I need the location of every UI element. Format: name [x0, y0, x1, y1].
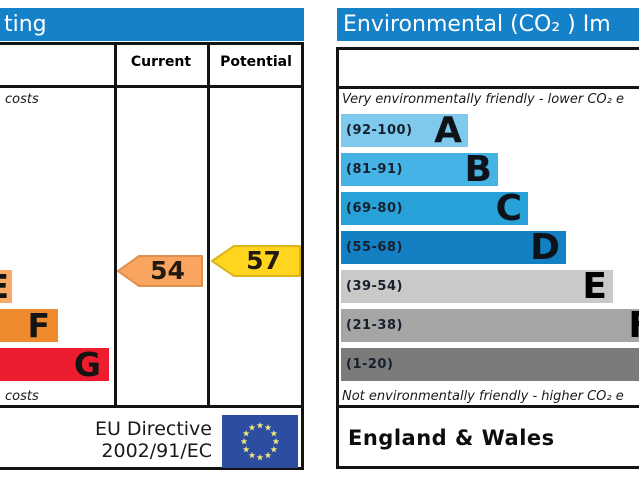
energy-table-frame [0, 42, 304, 470]
potential-rating-value: 57 [246, 246, 281, 275]
co2-band-b: (81-91) B [341, 149, 498, 190]
co2-band-a: (92-100) A [341, 110, 468, 151]
current-column-header: Current [130, 54, 192, 70]
band-letter: F [27, 306, 50, 345]
co2-band-d: (55-68) D [341, 227, 566, 268]
energy-bottom-caption: costs [5, 389, 39, 404]
left-arrow-icon [211, 245, 301, 277]
co2-panel-title: Environmental (CO₂ ) Im [343, 12, 611, 37]
band-range-label: (1-20) [346, 357, 394, 372]
band-range-label: (39-54) [346, 279, 403, 294]
eu-flag-icon [222, 415, 298, 468]
arrow-shape [211, 245, 301, 277]
co2-band-e: (39-54) E [341, 266, 613, 307]
co2-footer-row-divider [336, 405, 639, 408]
left-arrow-icon [117, 255, 203, 287]
current-rating-value: 54 [150, 256, 185, 285]
footer-row-divider [0, 405, 304, 408]
potential-rating-arrow: 57 [211, 244, 302, 278]
band-letter: D [530, 227, 560, 268]
arrow-shape [117, 255, 203, 287]
current-rating-arrow: 54 [117, 254, 204, 288]
eu-directive-line2: 2002/91/EC [101, 439, 212, 462]
co2-band-c: (69-80) C [341, 188, 528, 229]
energy-top-caption: costs [5, 92, 39, 107]
column-divider-2 [207, 45, 210, 405]
potential-column-header: Potential [220, 54, 292, 70]
band-letter: E [0, 270, 12, 303]
co2-bottom-caption: Not environmentally friendly - higher CO… [342, 389, 624, 404]
region-label: England & Wales [348, 426, 555, 450]
band-letter: E [582, 266, 607, 307]
header-row-divider [0, 85, 304, 88]
co2-panel-title-bar: Environmental (CO₂ ) Im [337, 8, 639, 41]
band-letter: G [73, 345, 101, 384]
band-range-label: (81-91) [346, 162, 403, 177]
co2-table-frame [336, 47, 639, 469]
band-range-label: (69-80) [346, 201, 403, 216]
column-divider-1 [114, 45, 117, 405]
band-letter: B [464, 149, 492, 190]
eu-directive-text: EU Directive 2002/91/EC [40, 418, 212, 462]
band-letter: F [628, 308, 639, 344]
energy-panel-title: ting [4, 12, 47, 37]
eu-directive-line1: EU Directive [94, 418, 212, 440]
band-letter: A [434, 110, 462, 151]
energy-band-f: F [0, 309, 58, 342]
co2-header-row-divider [336, 86, 639, 89]
band-range-label: (21-38) [346, 318, 403, 333]
co2-top-caption: Very environmentally friendly - lower CO… [342, 92, 625, 107]
band-range-label: (55-68) [346, 240, 403, 255]
energy-band-e: E [0, 270, 12, 303]
eu-flag-stars [240, 421, 280, 461]
energy-panel-title-bar: ting [0, 8, 304, 41]
band-range-label: (92-100) [346, 123, 413, 138]
co2-band-g: (1-20) G [341, 348, 639, 381]
band-letter: C [495, 188, 522, 229]
co2-band-f: (21-38) F [341, 308, 639, 344]
energy-band-g: G [0, 348, 109, 381]
